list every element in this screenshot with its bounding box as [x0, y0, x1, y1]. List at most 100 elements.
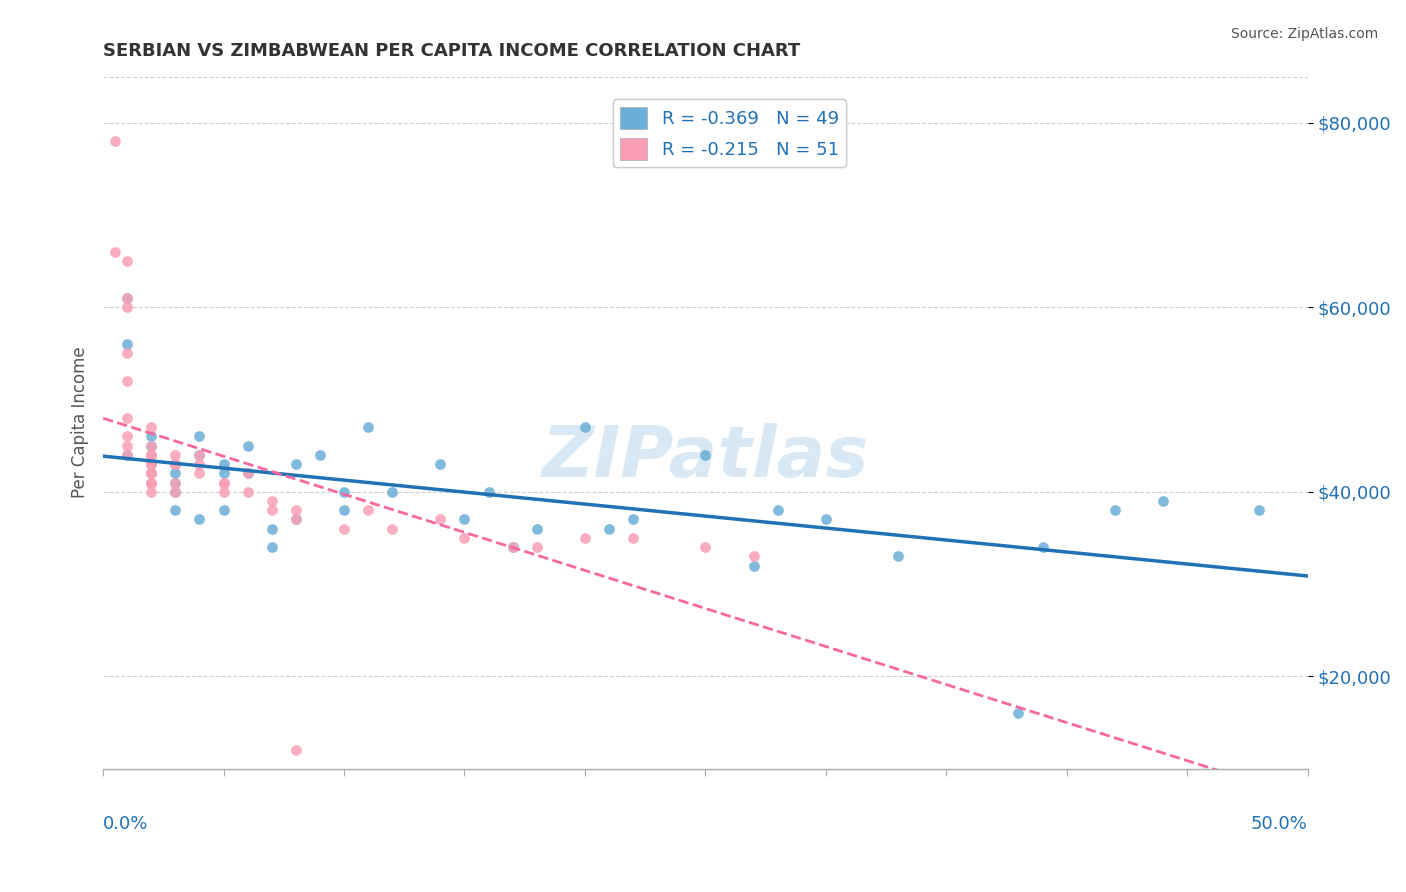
Point: [887, 549, 910, 564]
Point: [742, 549, 765, 564]
Point: [115, 448, 138, 462]
Point: [381, 522, 404, 536]
Point: [598, 522, 620, 536]
Point: [188, 448, 211, 462]
Point: [165, 457, 187, 471]
Point: [141, 420, 163, 434]
Point: [429, 512, 451, 526]
Point: [165, 457, 187, 471]
Text: ZIPatlas: ZIPatlas: [541, 423, 869, 491]
Point: [141, 439, 163, 453]
Point: [115, 254, 138, 268]
Text: 50.0%: 50.0%: [1251, 814, 1308, 833]
Point: [141, 448, 163, 462]
Point: [695, 448, 717, 462]
Point: [1249, 503, 1271, 517]
Legend: R = -0.369   N = 49, R = -0.215   N = 51: R = -0.369 N = 49, R = -0.215 N = 51: [613, 100, 846, 167]
Point: [574, 420, 596, 434]
Point: [284, 503, 307, 517]
Point: [188, 512, 211, 526]
Point: [260, 540, 283, 554]
Point: [141, 457, 163, 471]
Point: [236, 439, 259, 453]
Point: [526, 540, 548, 554]
Point: [212, 467, 235, 481]
Point: [212, 503, 235, 517]
Point: [115, 337, 138, 351]
Point: [165, 475, 187, 490]
Point: [212, 475, 235, 490]
Point: [621, 512, 644, 526]
Point: [333, 503, 356, 517]
Point: [477, 484, 499, 499]
Point: [1007, 706, 1029, 721]
Point: [1104, 503, 1126, 517]
Point: [333, 522, 356, 536]
Point: [115, 300, 138, 314]
Point: [141, 475, 163, 490]
Point: [766, 503, 789, 517]
Point: [141, 448, 163, 462]
Point: [115, 291, 138, 305]
Point: [115, 346, 138, 360]
Point: [284, 512, 307, 526]
Point: [1152, 494, 1174, 508]
Point: [188, 448, 211, 462]
Point: [141, 439, 163, 453]
Point: [115, 374, 138, 388]
Point: [236, 467, 259, 481]
Point: [236, 484, 259, 499]
Point: [357, 420, 380, 434]
Point: [695, 540, 717, 554]
Point: [814, 512, 837, 526]
Text: 0.0%: 0.0%: [103, 814, 149, 833]
Point: [526, 522, 548, 536]
Point: [453, 531, 475, 545]
Point: [574, 531, 596, 545]
Point: [115, 429, 138, 443]
Text: SERBIAN VS ZIMBABWEAN PER CAPITA INCOME CORRELATION CHART: SERBIAN VS ZIMBABWEAN PER CAPITA INCOME …: [103, 42, 800, 60]
Point: [141, 457, 163, 471]
Point: [141, 457, 163, 471]
Point: [502, 540, 524, 554]
Point: [165, 448, 187, 462]
Point: [212, 457, 235, 471]
Point: [141, 429, 163, 443]
Point: [188, 467, 211, 481]
Point: [141, 467, 163, 481]
Point: [621, 531, 644, 545]
Point: [115, 291, 138, 305]
Point: [260, 522, 283, 536]
Point: [188, 457, 211, 471]
Point: [141, 467, 163, 481]
Point: [502, 540, 524, 554]
Point: [141, 484, 163, 499]
Point: [333, 484, 356, 499]
Point: [165, 457, 187, 471]
Point: [260, 494, 283, 508]
Point: [141, 467, 163, 481]
Point: [309, 448, 332, 462]
Point: [284, 457, 307, 471]
Point: [1032, 540, 1054, 554]
Point: [141, 475, 163, 490]
Point: [260, 503, 283, 517]
Text: Source: ZipAtlas.com: Source: ZipAtlas.com: [1230, 27, 1378, 41]
Point: [141, 475, 163, 490]
Point: [141, 448, 163, 462]
Point: [165, 484, 187, 499]
Point: [212, 475, 235, 490]
Point: [742, 558, 765, 573]
Point: [357, 503, 380, 517]
Point: [381, 484, 404, 499]
Point: [115, 411, 138, 425]
Point: [212, 484, 235, 499]
Point: [429, 457, 451, 471]
Point: [236, 467, 259, 481]
Point: [165, 475, 187, 490]
Point: [165, 503, 187, 517]
Point: [284, 512, 307, 526]
Point: [104, 244, 127, 259]
Point: [115, 439, 138, 453]
Point: [165, 484, 187, 499]
